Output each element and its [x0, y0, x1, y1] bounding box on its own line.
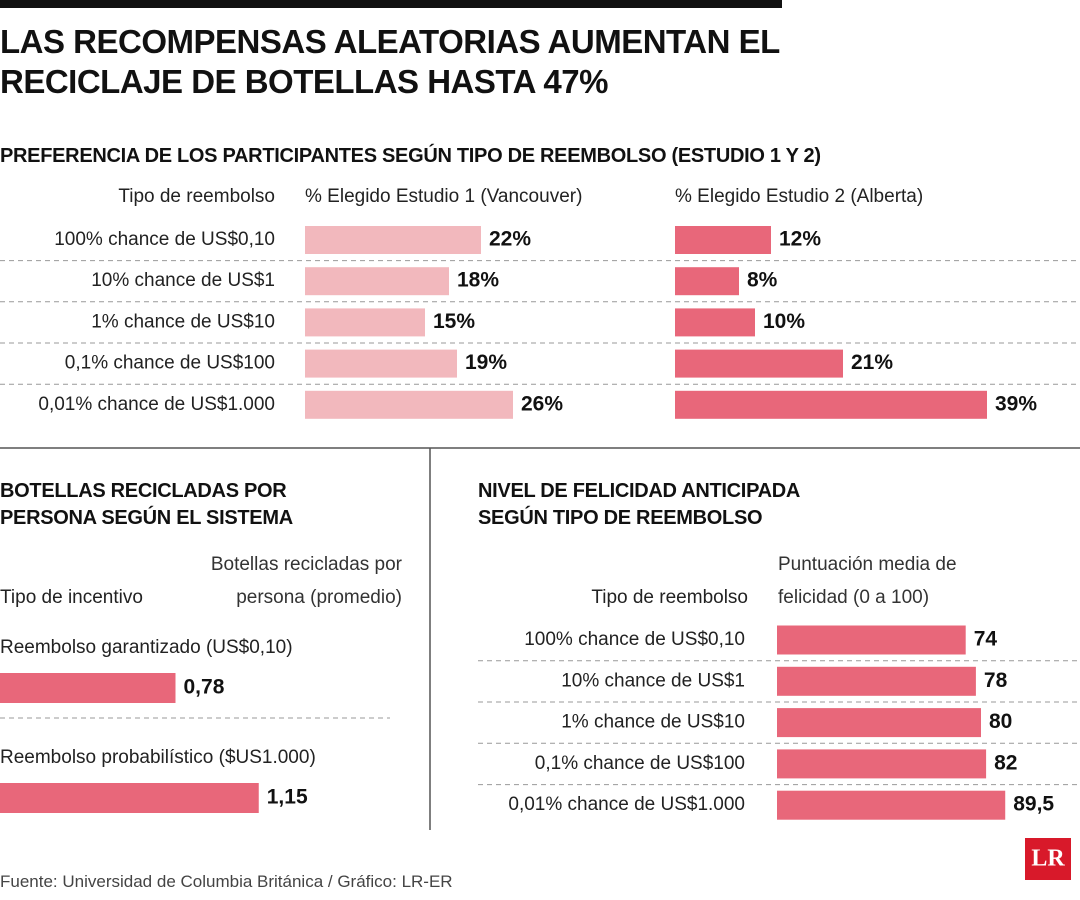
bar	[675, 308, 755, 337]
value-axis-label: Puntuación media de felicidad (0 a 100)	[778, 554, 957, 608]
category-label: Reembolso garantizado (US$0,10)	[0, 637, 293, 658]
bar	[305, 390, 513, 419]
bar	[675, 226, 771, 254]
data-label: 80	[989, 710, 1012, 733]
data-label: 10%	[763, 310, 805, 333]
bar	[305, 308, 425, 337]
bar	[777, 666, 976, 696]
category-label: 10% chance de US$1	[561, 670, 745, 691]
category-header: Tipo de reembolso	[591, 587, 748, 608]
bar	[675, 349, 843, 378]
category-header: Tipo de reembolso	[118, 186, 275, 207]
section-title: PREFERENCIA DE LOS PARTICIPANTES SEGÚN T…	[0, 145, 821, 167]
data-label: 18%	[457, 269, 499, 292]
bar	[305, 349, 457, 378]
source: Fuente: Universidad de Columbia Británic…	[0, 872, 453, 891]
data-label: 19%	[465, 351, 507, 374]
bar	[0, 783, 259, 813]
data-label: 22%	[489, 228, 531, 251]
bar	[675, 267, 739, 296]
data-label: 12%	[779, 228, 821, 251]
category-label: 0,01% chance de US$1.000	[38, 394, 275, 415]
section-title: NIVEL DE FELICIDAD ANTICIPADA SEGÚN TIPO…	[478, 480, 800, 529]
category-label: 1% chance de US$10	[561, 712, 745, 733]
data-label: 26%	[521, 392, 563, 415]
bar	[777, 708, 981, 738]
data-label: 1,15	[267, 786, 308, 809]
value-axis-label: Botellas recicladas por persona (promedi…	[210, 554, 402, 608]
data-label: 15%	[433, 310, 475, 333]
category-label: Reembolso probabilístico ($US1.000)	[0, 747, 316, 768]
top-bar	[0, 0, 782, 8]
data-label: 89,5	[1013, 793, 1054, 816]
bar	[777, 625, 966, 655]
category-label: 10% chance de US$1	[91, 270, 275, 291]
bar	[305, 226, 481, 254]
data-label: 8%	[747, 269, 778, 292]
data-label: 21%	[851, 351, 893, 374]
bar	[0, 673, 176, 703]
category-label: 0,1% chance de US$100	[65, 353, 275, 374]
data-label: 39%	[995, 392, 1037, 415]
data-label: 0,78	[184, 676, 225, 699]
bar	[305, 267, 449, 296]
data-label: 82	[994, 751, 1017, 774]
bar	[675, 390, 987, 419]
section-title: BOTELLAS RECICLADAS POR PERSONA SEGÚN EL…	[0, 480, 293, 529]
category-label: 1% chance de US$10	[91, 311, 275, 332]
category-label: 100% chance de US$0,10	[524, 629, 745, 650]
logo-box	[1025, 838, 1071, 880]
bar	[777, 790, 1006, 820]
logo: LR	[1031, 846, 1065, 872]
category-label: 0,1% chance de US$100	[535, 753, 745, 774]
category-label: 100% chance de US$0,10	[54, 229, 275, 250]
legend-label: % Elegido Estudio 1 (Vancouver)	[305, 186, 582, 207]
category-header: Tipo de incentivo	[0, 587, 143, 608]
data-label: 78	[984, 669, 1008, 692]
title: LAS RECOMPENSAS ALEATORIAS AUMENTAN EL R…	[0, 23, 780, 100]
bar	[777, 749, 987, 779]
data-label: 74	[974, 628, 998, 651]
category-label: 0,01% chance de US$1.000	[508, 794, 745, 815]
legend-label: % Elegido Estudio 2 (Alberta)	[675, 186, 923, 207]
